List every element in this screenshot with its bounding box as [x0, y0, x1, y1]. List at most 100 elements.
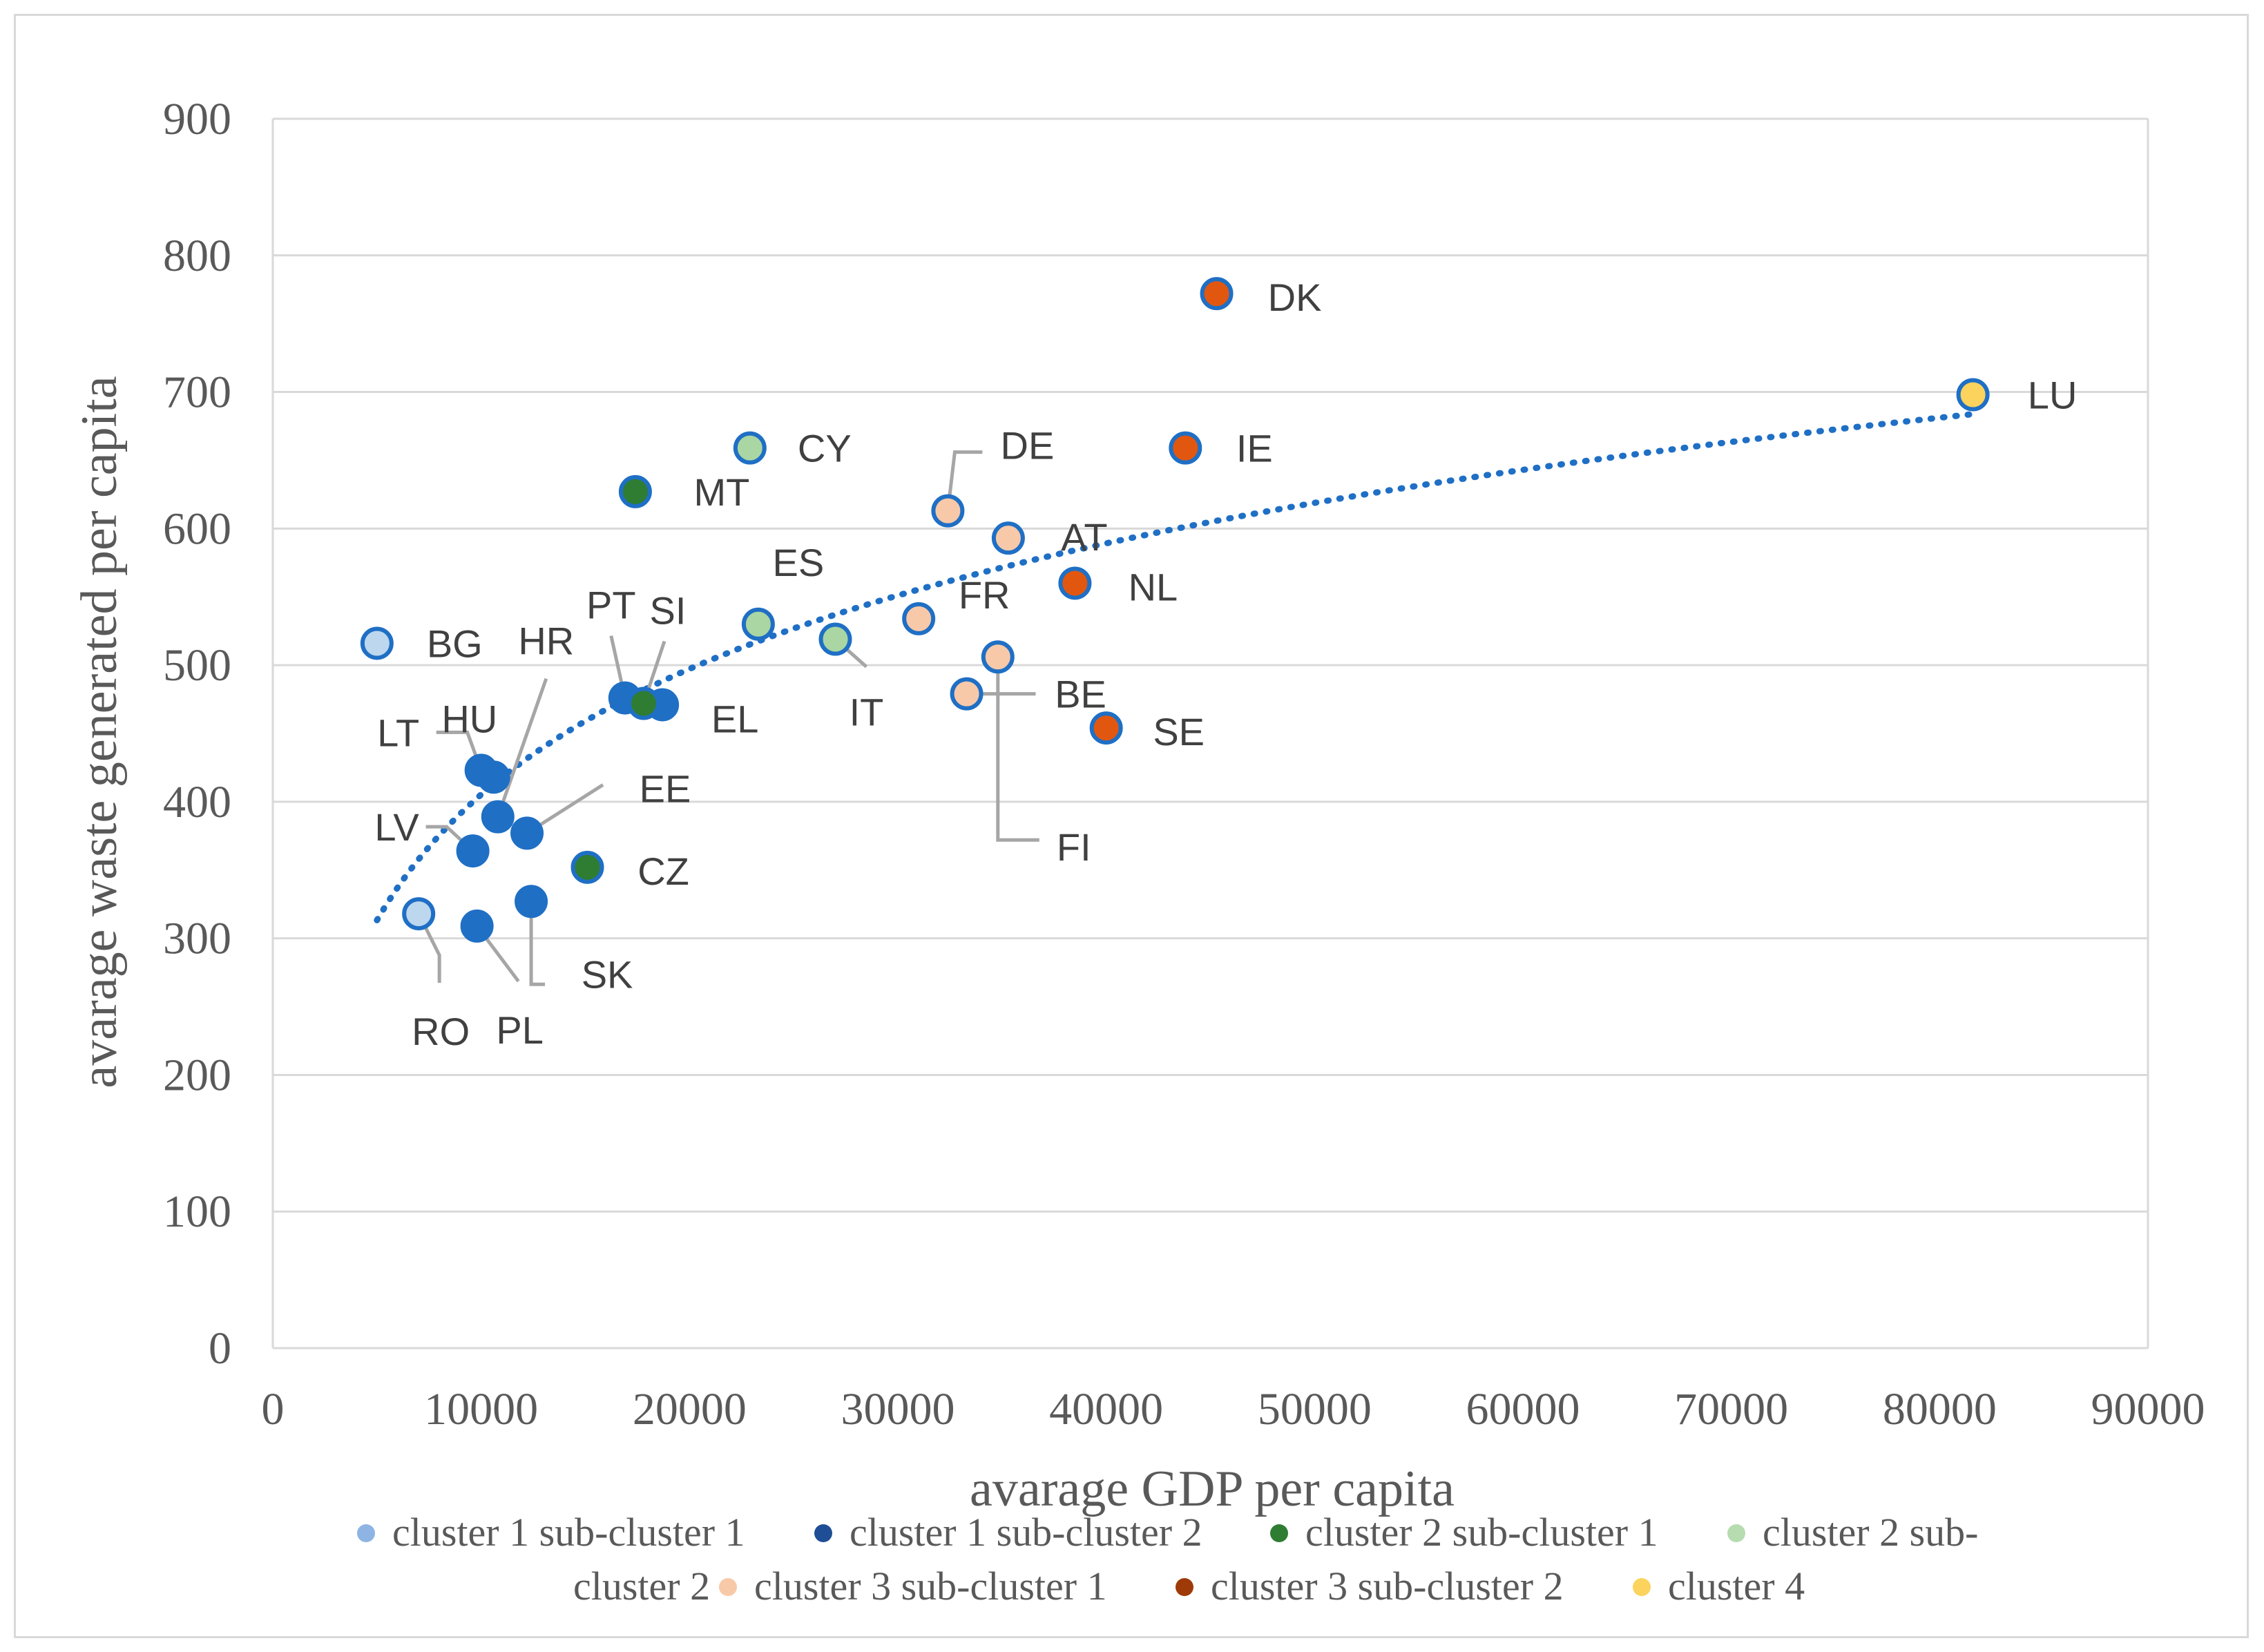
- point-label-de: DE: [1001, 424, 1055, 468]
- point-label-ro: RO: [412, 1010, 470, 1053]
- point-label-at: AT: [1061, 515, 1107, 559]
- point-label-fr: FR: [959, 573, 1010, 617]
- point-lv: [456, 834, 490, 868]
- legend-marker-6: [1176, 1578, 1193, 1596]
- point-label-sk: SK: [582, 952, 633, 996]
- y-tick-label: 200: [163, 1050, 231, 1100]
- point-it: [818, 622, 852, 656]
- point-label-hr: HR: [518, 620, 574, 663]
- point-label-lv: LV: [374, 805, 419, 849]
- y-tick-label: 300: [163, 914, 231, 964]
- point-at: [991, 521, 1025, 555]
- point-label-be: BE: [1055, 673, 1106, 716]
- point-mt: [618, 474, 652, 508]
- leader-line-sk: [529, 901, 546, 986]
- point-si: [626, 686, 660, 720]
- point-ie: [1169, 431, 1202, 465]
- point-label-es: ES: [773, 541, 825, 584]
- point-sk: [515, 885, 548, 919]
- leader-line-fi: [996, 657, 1039, 842]
- point-be: [950, 677, 984, 711]
- legend: cluster 1 sub-cluster 1 cluster 1 sub-clu…: [357, 1510, 1979, 1608]
- y-tick-label: 0: [209, 1323, 231, 1374]
- legend-marker-3: [1270, 1524, 1288, 1542]
- point-ee: [510, 816, 544, 850]
- x-tick-label: 0: [262, 1384, 285, 1434]
- y-tick-label: 800: [163, 231, 231, 281]
- x-tick-label: 50000: [1258, 1384, 1372, 1434]
- point-label-se: SE: [1153, 710, 1205, 753]
- point-cz: [570, 850, 604, 884]
- leader-line-hr: [496, 678, 548, 818]
- x-axis-title: avarage GDP per capita: [970, 1461, 1455, 1517]
- point-lu: [1956, 378, 1990, 412]
- point-label-lt: LT: [377, 711, 419, 754]
- gridlines: [273, 117, 2148, 1213]
- tick-labels: 0 100 200 300 400 500 600 700 800 900 0 10000 20000 3…: [163, 94, 2205, 1434]
- point-label-bg: BG: [427, 622, 483, 665]
- point-label-cz: CZ: [637, 849, 689, 893]
- y-tick-label: 700: [163, 367, 231, 418]
- legend-marker-7: [1633, 1578, 1651, 1596]
- point-fi: [981, 640, 1015, 674]
- point-label-ee: EE: [640, 767, 691, 810]
- x-tick-label: 70000: [1674, 1384, 1788, 1434]
- y-tick-label: 600: [163, 503, 231, 554]
- point-bg: [360, 626, 394, 660]
- x-tick-label: 30000: [841, 1384, 955, 1434]
- point-label-fi: FI: [1057, 825, 1091, 869]
- point-label-pt: PT: [586, 584, 636, 627]
- point-label-el: EL: [711, 697, 759, 740]
- point-de: [931, 494, 965, 528]
- legend-label-4: cluster 2: [573, 1564, 710, 1608]
- legend-label-3: cluster 2 sub-cluster 1: [1305, 1510, 1658, 1555]
- legend-label-7: cluster 4: [1668, 1564, 1805, 1608]
- x-tick-label: 10000: [424, 1384, 538, 1434]
- point-es: [741, 607, 775, 641]
- x-tick-label: 90000: [2091, 1384, 2205, 1434]
- log-trendline: [374, 411, 1977, 923]
- y-tick-label: 100: [163, 1187, 231, 1237]
- legend-label-1: cluster 1 sub-cluster 1: [392, 1510, 745, 1555]
- point-pl: [460, 909, 494, 943]
- legend-label-5: cluster 3 sub-cluster 1: [754, 1564, 1107, 1608]
- point-hr: [481, 800, 515, 834]
- axes: [271, 119, 2149, 1350]
- legend-label-2: cluster 1 sub-cluster 2: [850, 1510, 1202, 1555]
- y-tick-label: 900: [163, 94, 231, 144]
- point-label-si: SI: [650, 588, 687, 632]
- point-label-pl: PL: [496, 1008, 544, 1052]
- y-tick-label: 400: [163, 777, 231, 827]
- legend-marker-1: [357, 1524, 375, 1542]
- x-tick-label: 40000: [1049, 1384, 1163, 1434]
- x-tick-label: 80000: [1883, 1384, 1997, 1434]
- point-labels: BG RO LT HU HR LV EE PL SK PT EL MT SI CZ CY ES IT DE AT FR…: [374, 276, 2077, 1053]
- point-ro: [402, 897, 436, 931]
- point-label-dk: DK: [1268, 276, 1322, 319]
- legend-label-4: cluster 2 sub-: [1763, 1510, 1979, 1555]
- point-label-nl: NL: [1129, 565, 1178, 608]
- leader-line-de: [946, 450, 983, 511]
- legend-marker-5: [719, 1578, 737, 1596]
- point-label-hu: HU: [441, 697, 497, 740]
- x-tick-label: 20000: [633, 1384, 747, 1434]
- legend-marker-4: [1727, 1524, 1745, 1542]
- trendline: [374, 411, 1977, 923]
- point-dk: [1200, 277, 1234, 311]
- point-label-it: IT: [850, 691, 884, 734]
- point-se: [1089, 711, 1123, 745]
- point-cy: [733, 431, 767, 465]
- point-fr: [902, 602, 936, 635]
- y-tick-label: 500: [163, 640, 231, 691]
- leader-lines: [416, 450, 1039, 986]
- point-label-cy: CY: [798, 427, 852, 470]
- data-points: [360, 277, 1990, 943]
- chart-frame: [14, 14, 2249, 1638]
- legend-label-6: cluster 3 sub-cluster 2: [1211, 1564, 1564, 1608]
- point-label-lu: LU: [2028, 374, 2078, 417]
- y-axis-title: avarage waste generated per capita: [71, 376, 128, 1088]
- legend-marker-2: [814, 1524, 832, 1542]
- point-label-mt: MT: [693, 470, 749, 514]
- point-nl: [1058, 566, 1092, 600]
